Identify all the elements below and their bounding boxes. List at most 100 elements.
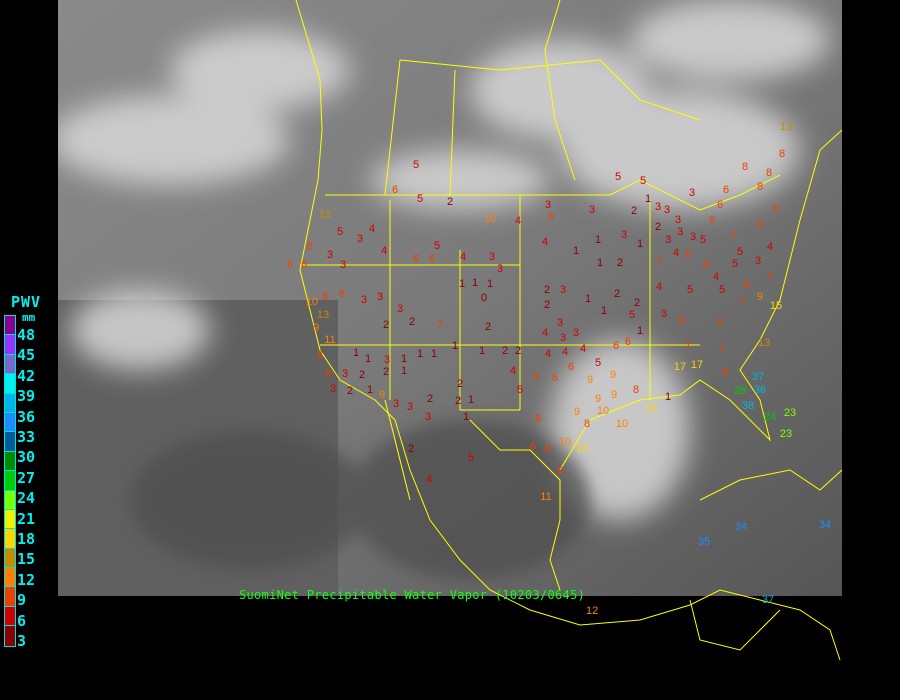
color-scale-swatch [5, 451, 15, 472]
station-value: 1 [401, 365, 407, 377]
station-value: 3 [664, 204, 670, 216]
station-value: 1 [452, 340, 458, 352]
station-value: 10 [559, 436, 571, 448]
station-value: 2 [502, 345, 508, 357]
station-value: 8 [772, 203, 778, 215]
station-value: 8 [545, 443, 551, 455]
station-value: 2 [655, 221, 661, 233]
station-value: 3 [397, 303, 403, 315]
station-value: 6 [287, 259, 293, 271]
color-scale-label: 36 [17, 407, 36, 426]
station-value: 2 [409, 316, 415, 328]
station-value: 1 [637, 325, 643, 337]
station-value: 1 [573, 245, 579, 257]
station-value: 3 [545, 199, 551, 211]
color-scale-label: 48 [17, 326, 36, 344]
station-value: 13 [319, 209, 331, 221]
station-value: 3 [589, 204, 595, 216]
station-value: 3 [677, 226, 683, 238]
station-value: 9 [757, 291, 763, 303]
color-scale-label: 6 [17, 611, 27, 630]
station-value: 3 [655, 201, 661, 213]
political-borders [295, 0, 843, 661]
color-scale-swatch [5, 412, 15, 433]
station-value: 10 [306, 296, 318, 308]
station-value: 1 [601, 305, 607, 317]
station-value: 2 [515, 345, 521, 357]
station-value: 3 [330, 383, 336, 395]
station-value: 1 [597, 257, 603, 269]
color-scale-swatch [5, 606, 15, 627]
station-value: 6 [613, 340, 619, 352]
station-value: 1 [468, 394, 474, 406]
station-value: 9 [587, 374, 593, 386]
station-value: 5 [737, 246, 743, 258]
station-value: 4 [542, 236, 548, 248]
color-scale-swatch [5, 509, 15, 530]
color-scale-label: 42 [17, 366, 36, 385]
station-value: 1 [463, 411, 469, 423]
station-value: 38 [742, 400, 754, 412]
station-value: 3 [573, 327, 579, 339]
station-value: 11 [540, 491, 551, 503]
station-value: 6 [339, 288, 345, 300]
station-value: 6 [679, 315, 685, 327]
station-value: 9 [379, 389, 385, 401]
satellite-imagery [58, 0, 842, 596]
color-scale-swatch [5, 316, 15, 336]
station-value: 6 [533, 371, 539, 383]
color-scale-label: 27 [17, 468, 36, 487]
station-value: 5 [615, 171, 621, 183]
station-value: 6 [723, 184, 729, 196]
station-value: 35 [698, 536, 710, 548]
station-value: 1 [459, 278, 465, 290]
station-value: 3 [621, 229, 627, 241]
station-value: 4 [562, 346, 568, 358]
color-scale-swatch [5, 374, 15, 394]
station-value: 2 [347, 385, 353, 397]
station-value: 7 [730, 230, 736, 242]
station-value: 10 [484, 213, 496, 225]
station-value: 3 [361, 294, 367, 306]
station-value: 23 [784, 407, 796, 419]
station-value: 8 [584, 418, 590, 430]
station-value: 8 [757, 181, 763, 193]
legend-unit: mm [22, 311, 36, 324]
color-scale-swatch [5, 626, 15, 646]
station-value: 5 [640, 175, 646, 187]
station-value: 2 [634, 297, 640, 309]
station-value: 6 [548, 211, 554, 223]
station-value: 1 [479, 345, 485, 357]
station-value: 34 [735, 521, 747, 533]
station-value: 1 [585, 293, 591, 305]
station-value: 2 [427, 393, 433, 405]
station-value: 12 [586, 605, 598, 617]
station-value: 6 [552, 372, 558, 384]
station-value: 1 [487, 278, 493, 290]
station-value: 2 [544, 299, 550, 311]
station-value: 3 [384, 354, 390, 366]
color-scale-label: 21 [17, 509, 36, 528]
station-value: 7 [719, 343, 725, 355]
station-value: 3 [690, 231, 696, 243]
station-value: 3 [689, 187, 695, 199]
station-value: 6 [557, 465, 563, 477]
color-scale-swatch [5, 393, 15, 413]
station-value: 6 [744, 279, 750, 291]
station-value: 11 [324, 334, 335, 346]
station-value: 5 [468, 452, 474, 464]
station-value: 17 [691, 359, 703, 371]
station-value: 1 [645, 193, 651, 205]
station-value: 2 [544, 284, 550, 296]
color-scale-swatch [5, 587, 15, 607]
color-scale-swatch [5, 529, 15, 549]
color-scale-label: 3 [17, 632, 27, 650]
station-value: 9 [574, 406, 580, 418]
station-value: 6 [709, 214, 715, 226]
color-scale-label: 9 [17, 591, 27, 610]
station-value: 6 [530, 441, 536, 453]
station-value: 3 [425, 411, 431, 423]
color-scale-swatch [5, 335, 15, 355]
station-value: 37 [752, 371, 764, 383]
station-value: 2 [455, 395, 461, 407]
